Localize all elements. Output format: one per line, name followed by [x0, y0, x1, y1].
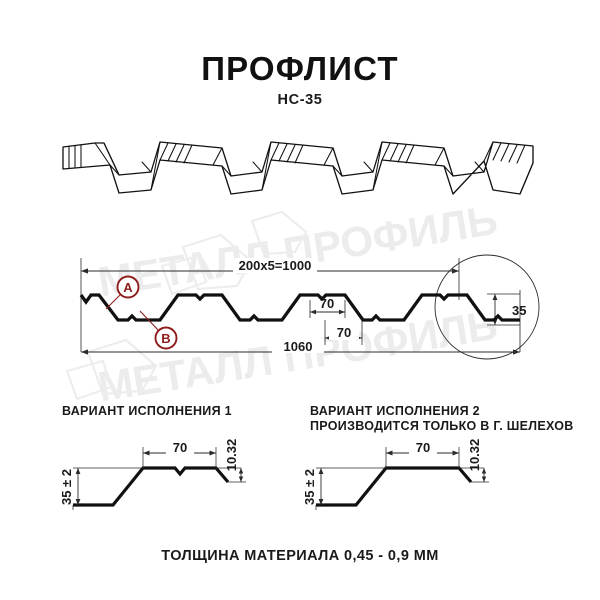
fold-lines [68, 141, 534, 195]
callout-a: A [105, 275, 140, 310]
page-title: ПРОФЛИСТ [201, 50, 399, 87]
variant-1-group: ВАРИАНТ ИСПОЛНЕНИЯ 1 70 35 ± 2 [59, 404, 246, 510]
variant-2-dim-flange-label: 10.32 [467, 439, 482, 472]
watermark-logo-icon-2 [65, 338, 158, 401]
footer-material-thickness: ТОЛЩИНА МАТЕРИАЛА 0,45 - 0,9 ММ [161, 548, 438, 564]
watermark-logo-icon [160, 233, 253, 296]
dimension-top-span-label: 200x5=1000 [239, 258, 312, 273]
variant-2-construction-lines [315, 447, 489, 510]
dimension-overall-width-label: 1060 [284, 339, 313, 354]
isometric-profile-view [62, 141, 534, 195]
dimension-rib-bottom-width: 70 [325, 325, 362, 341]
callout-a-circle [116, 275, 140, 299]
variant-2-subheading: ПРОИЗВОДИТСЯ ТОЛЬКО В Г. ШЕЛЕХОВ [310, 419, 574, 433]
variant-1-construction-lines [72, 447, 246, 510]
callout-b-circle [154, 326, 178, 350]
callout-b: B [139, 310, 178, 350]
extension-lines [80, 258, 521, 352]
dimension-overall-width: 1060 [81, 338, 520, 355]
dimension-rib-bottom-width-label: 70 [337, 325, 351, 340]
variant-2-heading: ВАРИАНТ ИСПОЛНЕНИЯ 2 [310, 404, 480, 418]
callout-b-leader [139, 310, 160, 332]
variant-2-dim-width: 70 [386, 440, 459, 456]
watermark-logo-icon-3 [250, 210, 308, 256]
variant-2-dim-width-label: 70 [416, 440, 430, 455]
variant-1-dim-flange-label: 10.32 [224, 439, 239, 472]
variant-2-dim-flange: 10.32 [467, 439, 487, 482]
dimension-profile-height-label: 35 [512, 303, 526, 318]
cross-section-group: 200x5=1000 1060 70 70 [79, 254, 540, 360]
callout-a-label: A [123, 280, 133, 295]
variant-2-dim-height: 35 ± 2 [302, 468, 324, 505]
dimension-top-span: 200x5=1000 [81, 258, 459, 274]
cross-section-profile [79, 293, 520, 322]
variant-1-dim-width: 70 [143, 440, 216, 456]
callout-b-label: B [161, 331, 170, 346]
callout-a-leader [105, 293, 122, 310]
variant-1-dim-height-label: 35 ± 2 [59, 469, 74, 505]
variant-1-heading: ВАРИАНТ ИСПОЛНЕНИЯ 1 [62, 404, 232, 418]
variant-1-dim-width-label: 70 [173, 440, 187, 455]
variant-1-dim-height: 35 ± 2 [59, 468, 81, 505]
variant-1-dim-flange: 10.32 [224, 439, 244, 482]
detail-zoom-circle [434, 254, 540, 360]
variant-2-group: ВАРИАНТ ИСПОЛНЕНИЯ 2 ПРОИЗВОДИТСЯ ТОЛЬКО… [302, 404, 574, 510]
variant-1-profile [73, 466, 230, 507]
model-code: НС-35 [278, 92, 323, 108]
variant-2-dim-height-label: 35 ± 2 [302, 469, 317, 505]
